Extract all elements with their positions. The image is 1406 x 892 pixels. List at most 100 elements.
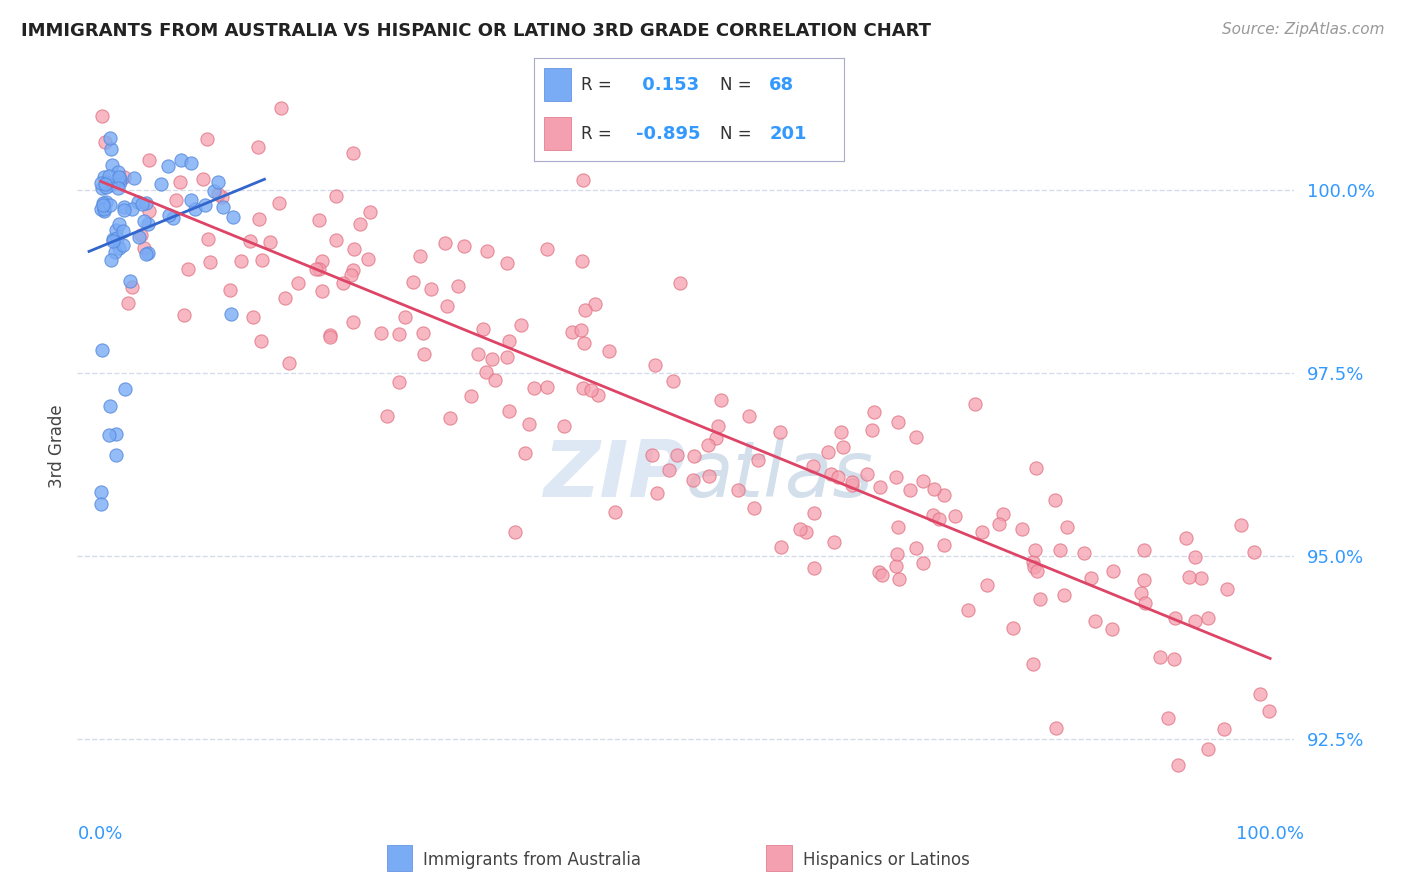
Text: Hispanics or Latinos: Hispanics or Latinos: [803, 851, 970, 869]
Point: [572, 173, 595, 187]
Point: [742, 501, 765, 516]
Point: [697, 468, 720, 483]
Point: [887, 520, 910, 534]
Point: [1178, 570, 1201, 584]
Point: [436, 299, 458, 313]
Point: [111, 224, 134, 238]
Point: [319, 330, 342, 344]
Point: [90, 497, 112, 511]
Point: [475, 365, 498, 379]
Point: [100, 253, 122, 268]
Point: [129, 228, 152, 243]
Point: [250, 334, 273, 349]
Point: [131, 197, 153, 211]
Point: [1197, 741, 1219, 756]
Point: [472, 322, 495, 336]
Point: [402, 275, 425, 289]
Point: [747, 453, 769, 467]
Point: [103, 232, 125, 246]
Text: 201: 201: [769, 125, 807, 143]
Point: [94, 135, 117, 149]
Point: [101, 158, 124, 172]
Point: [460, 389, 482, 403]
Point: [1197, 611, 1219, 625]
Point: [598, 137, 620, 152]
Point: [108, 175, 131, 189]
Point: [107, 181, 129, 195]
Point: [856, 467, 879, 482]
Point: [1101, 622, 1123, 636]
Point: [270, 101, 292, 115]
Point: [970, 525, 993, 540]
Point: [221, 210, 243, 224]
Point: [830, 425, 852, 439]
Y-axis label: 3rd Grade: 3rd Grade: [48, 404, 66, 488]
Point: [1243, 545, 1265, 559]
Point: [342, 315, 364, 329]
Point: [97, 169, 120, 184]
Point: [259, 235, 281, 250]
Point: [581, 384, 603, 398]
Point: [91, 181, 114, 195]
Point: [912, 557, 935, 571]
Point: [242, 310, 264, 324]
Point: [987, 517, 1010, 532]
Point: [453, 239, 475, 253]
Point: [904, 430, 927, 444]
Point: [134, 241, 156, 255]
Point: [1056, 520, 1078, 534]
Point: [658, 463, 681, 477]
Point: [1024, 542, 1046, 557]
Point: [1022, 560, 1045, 574]
Point: [247, 140, 270, 154]
Point: [104, 244, 127, 259]
Point: [162, 211, 184, 225]
Point: [801, 458, 824, 473]
Point: [105, 231, 128, 245]
Point: [91, 343, 114, 358]
Point: [911, 474, 934, 488]
Point: [769, 425, 792, 439]
Point: [1249, 687, 1271, 701]
Point: [375, 409, 398, 424]
Point: [229, 254, 252, 268]
Point: [311, 254, 333, 268]
Point: [277, 356, 299, 370]
Point: [98, 399, 121, 413]
Point: [1189, 571, 1212, 585]
Point: [477, 244, 499, 258]
Point: [956, 603, 979, 617]
Point: [157, 159, 180, 173]
Point: [991, 507, 1014, 521]
Point: [94, 175, 117, 189]
Point: [598, 343, 620, 358]
Point: [645, 486, 668, 500]
Point: [1215, 582, 1237, 596]
Point: [704, 431, 727, 445]
Point: [644, 359, 666, 373]
Point: [868, 565, 890, 579]
Point: [132, 214, 155, 228]
Point: [1164, 611, 1187, 625]
Point: [668, 276, 690, 290]
Text: N =: N =: [720, 76, 751, 94]
Point: [789, 522, 811, 536]
Point: [138, 153, 160, 168]
Point: [157, 209, 180, 223]
Point: [409, 249, 432, 263]
Point: [439, 411, 461, 425]
Point: [274, 291, 297, 305]
Point: [447, 278, 470, 293]
Point: [165, 193, 187, 207]
Point: [370, 326, 392, 341]
Point: [794, 524, 817, 539]
Point: [1133, 542, 1156, 557]
Point: [211, 190, 233, 204]
Point: [247, 212, 270, 227]
Point: [198, 254, 221, 268]
Point: [820, 467, 842, 482]
Point: [169, 175, 191, 189]
Bar: [544, 118, 571, 150]
Point: [803, 560, 825, 574]
Point: [170, 153, 193, 167]
